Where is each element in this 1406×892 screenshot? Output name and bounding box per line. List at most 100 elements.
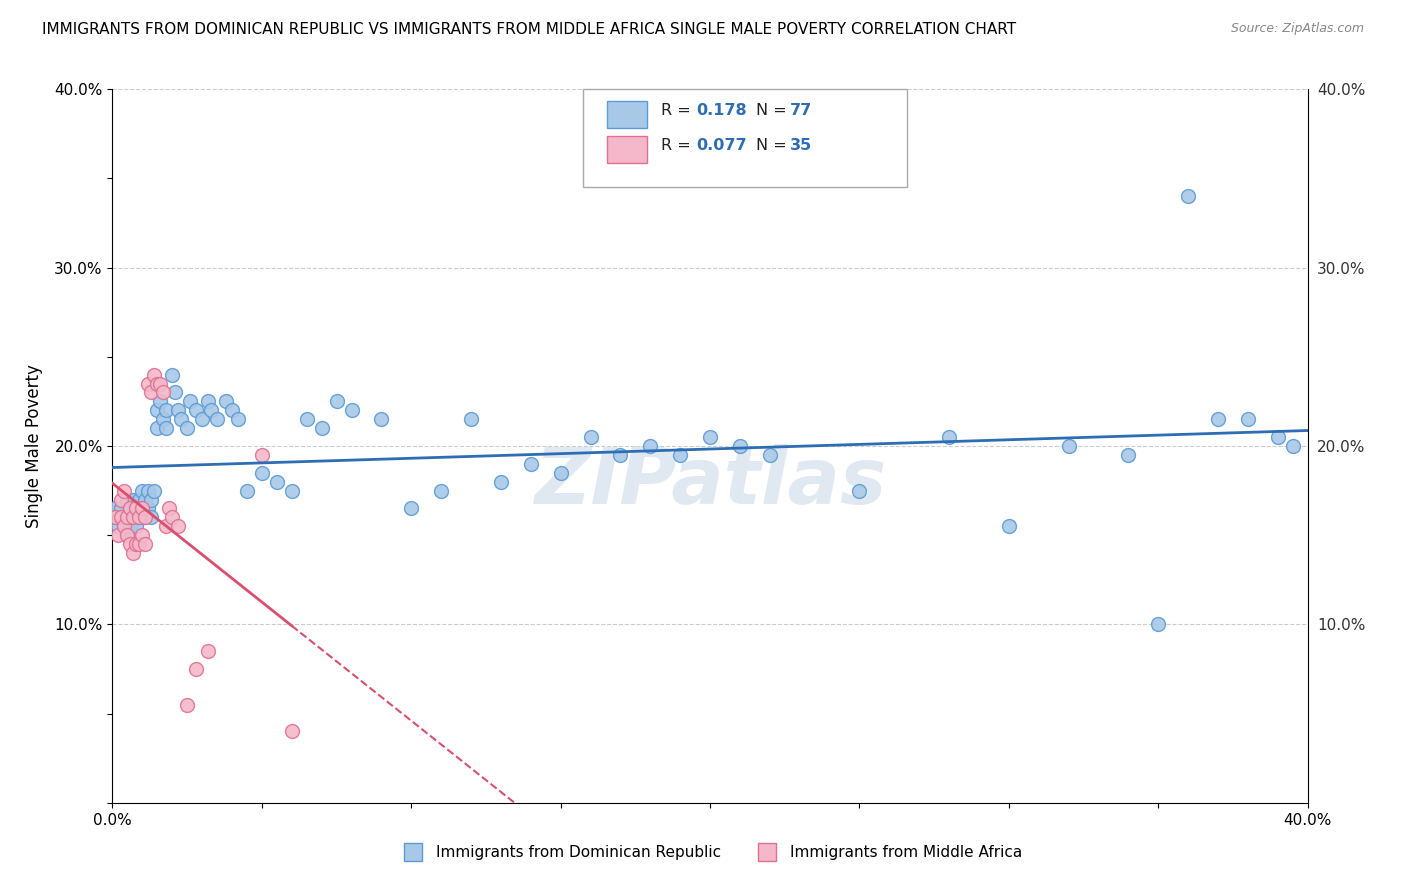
Point	[104, 510, 127, 524]
Point	[205, 412, 228, 426]
Point	[110, 492, 132, 507]
Point	[325, 394, 347, 409]
Point	[152, 385, 174, 400]
Point	[1206, 412, 1229, 426]
Point	[640, 439, 662, 453]
Point	[176, 698, 198, 712]
Text: 35: 35	[790, 138, 813, 153]
Point	[141, 510, 163, 524]
Point	[170, 412, 193, 426]
Point	[120, 519, 142, 533]
Point	[938, 430, 960, 444]
Point	[460, 412, 482, 426]
Text: R =: R =	[661, 103, 696, 118]
Point	[131, 528, 153, 542]
Point	[167, 519, 190, 533]
Point	[579, 430, 602, 444]
Point	[1267, 430, 1289, 444]
Point	[114, 483, 135, 498]
Point	[120, 501, 142, 516]
Point	[998, 519, 1021, 533]
Point	[191, 412, 214, 426]
Point	[236, 483, 259, 498]
Point	[152, 412, 174, 426]
Point	[401, 501, 423, 516]
Text: R =: R =	[661, 138, 696, 153]
Point	[1057, 439, 1080, 453]
Point	[134, 510, 156, 524]
Point	[149, 394, 172, 409]
Point	[266, 475, 288, 489]
Point	[489, 475, 512, 489]
Point	[104, 501, 127, 516]
Point	[110, 510, 132, 524]
Point	[125, 501, 148, 516]
Point	[162, 368, 183, 382]
Point	[176, 421, 198, 435]
Point	[120, 537, 142, 551]
Point	[1281, 439, 1303, 453]
Point	[143, 483, 166, 498]
Point	[122, 510, 145, 524]
Point	[167, 403, 190, 417]
Point	[848, 483, 870, 498]
Text: IMMIGRANTS FROM DOMINICAN REPUBLIC VS IMMIGRANTS FROM MIDDLE AFRICA SINGLE MALE : IMMIGRANTS FROM DOMINICAN REPUBLIC VS IM…	[42, 22, 1017, 37]
Point	[155, 519, 177, 533]
Point	[128, 510, 150, 524]
Point	[669, 448, 692, 462]
Point	[186, 662, 208, 676]
Point	[122, 546, 145, 560]
Point	[186, 403, 208, 417]
Point	[281, 724, 304, 739]
Point	[250, 466, 273, 480]
Point	[370, 412, 392, 426]
Y-axis label: Single Male Poverty: Single Male Poverty	[25, 364, 44, 528]
Point	[759, 448, 782, 462]
Point	[114, 519, 135, 533]
Point	[125, 501, 148, 516]
Point	[117, 510, 139, 524]
Point	[157, 501, 180, 516]
Point	[146, 421, 169, 435]
Point	[197, 394, 219, 409]
Point	[138, 501, 160, 516]
Point	[197, 644, 219, 658]
Point	[1177, 189, 1199, 203]
Point	[143, 368, 166, 382]
Point	[200, 403, 222, 417]
Text: N =: N =	[756, 103, 793, 118]
Point	[117, 528, 139, 542]
Point	[149, 376, 172, 391]
Legend: Immigrants from Dominican Republic, Immigrants from Middle Africa: Immigrants from Dominican Republic, Immi…	[392, 839, 1028, 866]
Point	[311, 421, 333, 435]
Point	[134, 492, 156, 507]
Point	[131, 483, 153, 498]
Point	[141, 385, 163, 400]
Point	[340, 403, 363, 417]
Point	[1237, 412, 1260, 426]
Text: Source: ZipAtlas.com: Source: ZipAtlas.com	[1230, 22, 1364, 36]
Point	[107, 528, 129, 542]
Point	[699, 430, 721, 444]
Point	[221, 403, 243, 417]
Point	[138, 483, 160, 498]
Point	[146, 376, 169, 391]
Point	[295, 412, 318, 426]
Point	[155, 421, 177, 435]
Point	[128, 537, 150, 551]
Point	[117, 528, 139, 542]
Point	[141, 492, 163, 507]
Point	[155, 403, 177, 417]
Text: ZIPatlas: ZIPatlas	[534, 443, 886, 520]
Point	[138, 376, 160, 391]
Point	[146, 403, 169, 417]
Point	[122, 492, 145, 507]
Text: 0.178: 0.178	[696, 103, 747, 118]
Text: 77: 77	[790, 103, 813, 118]
Point	[1147, 617, 1170, 632]
Point	[114, 519, 135, 533]
Point	[131, 501, 153, 516]
Point	[215, 394, 238, 409]
Point	[609, 448, 631, 462]
Point	[550, 466, 572, 480]
